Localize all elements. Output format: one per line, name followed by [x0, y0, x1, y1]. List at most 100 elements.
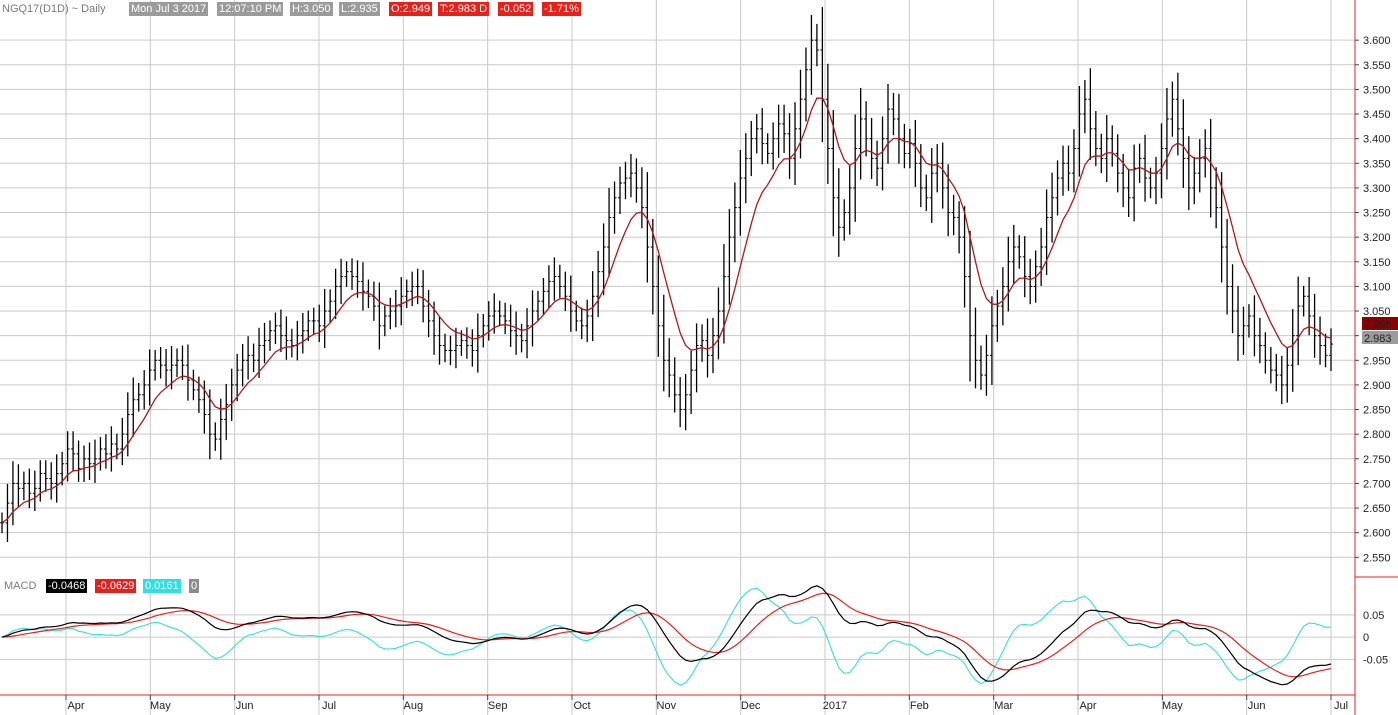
ohlc-bar [738, 149, 743, 236]
ohlc-bar [32, 470, 37, 512]
price-tick-label: 2.800 [1363, 429, 1391, 441]
ohlc-bar [1153, 156, 1158, 205]
ohlc-bar [169, 346, 174, 390]
ohlc-bar [1236, 285, 1241, 361]
ohlc-bar [727, 209, 732, 305]
macd-line [1, 585, 1332, 686]
ohlc-bar [410, 271, 415, 307]
ohlc-bar [1175, 72, 1180, 156]
time-tick-label: Dec [741, 700, 761, 712]
macd-signal-line [1, 592, 1332, 678]
ohlc-bar [180, 345, 185, 380]
price-tags: 2.998 2.983 [1362, 317, 1398, 345]
ohlc-bar [481, 313, 486, 348]
ohlc-bar [5, 483, 10, 543]
ohlc-bar [924, 174, 929, 212]
ohlc-bar [229, 368, 234, 421]
ohlc-bar [1312, 293, 1317, 358]
ohlc-bar [1296, 276, 1301, 366]
ohlc-bar [464, 327, 469, 359]
ohlc-bar [475, 313, 480, 373]
ohlc-bar [344, 261, 349, 287]
ohlc-bar [968, 230, 973, 382]
ohlc-bar [946, 164, 951, 237]
price-tick-label: 3.150 [1363, 257, 1391, 269]
ohlc-bar [601, 223, 606, 296]
ohlc-bar [415, 268, 420, 305]
ohlc-bar [639, 167, 644, 229]
ohlc-bar [1214, 167, 1219, 229]
ohlc-bar [278, 309, 283, 352]
macd-tick-label: 0.05 [1363, 610, 1384, 622]
ohlc-bar [656, 255, 661, 357]
ohlc-bar [552, 257, 557, 301]
ohlc-bar [328, 289, 333, 323]
ohlc-bar [300, 313, 305, 354]
last-badge: T:2.983 D [438, 2, 490, 16]
ohlc-bar [618, 166, 623, 215]
ohlc-bar [1104, 115, 1109, 183]
ohlc-bar [267, 320, 272, 351]
ohlc-bar [1241, 306, 1246, 355]
ohlc-bar [311, 307, 316, 335]
ohlc-bar [858, 87, 863, 180]
ohlc-bar [235, 353, 240, 402]
ohlc-bar [1132, 144, 1137, 222]
ohlc-bar [1039, 227, 1044, 286]
ohlc-bar [1170, 81, 1175, 137]
time-tick-label: Oct [573, 700, 590, 712]
ohlc-bar [257, 327, 262, 379]
ohlc-bar [995, 289, 1000, 343]
ohlc-bar [1181, 99, 1186, 188]
ohlc-bar [1099, 133, 1104, 174]
ohlc-bar [437, 316, 442, 365]
ohlc-bar [1246, 304, 1251, 338]
price-tick-label: 2.650 [1363, 503, 1391, 515]
price-tick-label: 3.450 [1363, 109, 1391, 121]
ohlc-bar [541, 278, 546, 315]
ohlc-bar [809, 15, 814, 95]
ohlc-bar [224, 383, 229, 441]
ohlc-bar [27, 468, 32, 509]
last-price-tag-text: 2.983 [1364, 333, 1392, 345]
ohlc-bar [0, 512, 4, 534]
ohlc-bar [1274, 353, 1279, 392]
ohlc-bar [667, 338, 672, 398]
ohlc-bar [251, 343, 256, 373]
ohlc-bar [525, 308, 530, 359]
price-tick-label: 3.200 [1363, 232, 1391, 244]
ohlc-bar [16, 464, 21, 508]
ohlc-bar [453, 327, 458, 369]
ohlc-bar [678, 377, 683, 428]
time-badge: 12:07:10 PM [217, 2, 284, 16]
grid-lines [0, 0, 1355, 715]
ohlc-bar [1301, 285, 1306, 317]
ohlc-bar [1252, 295, 1257, 357]
ohlc-bar [443, 333, 447, 363]
ohlc-bar [1208, 118, 1213, 218]
ohlc-bar [82, 445, 87, 482]
macd-label: MACD [4, 580, 37, 592]
macd-tick-label: -0.05 [1363, 654, 1388, 666]
ohlc-bar [1219, 172, 1224, 283]
ohlc-bar [1006, 236, 1011, 312]
ohlc-bar [1028, 258, 1033, 305]
ohlc-bar [76, 440, 81, 482]
ohlc-bar [607, 187, 612, 277]
low-badge: L:2.935 [339, 2, 380, 16]
last-price-tag [1362, 331, 1398, 344]
macd-value-badge: -0.0468 [46, 579, 88, 593]
ohlc-bar [92, 439, 97, 483]
ohlc-bar [514, 311, 519, 355]
ohlc-bar [623, 161, 628, 200]
symbol-label: NGQ17(D1D) ~ Daily [2, 3, 106, 15]
ohlc-bar [213, 422, 218, 451]
ohlc-bar [661, 294, 666, 392]
price-ohlc-bars [0, 7, 1333, 543]
ohlc-bar [1143, 134, 1148, 202]
change-badge: -0.052 [498, 2, 534, 16]
ohlc-bar [754, 114, 759, 154]
ohlc-bar [21, 471, 26, 501]
price-tick-label: 2.700 [1363, 478, 1391, 490]
ohlc-bar [103, 434, 108, 469]
